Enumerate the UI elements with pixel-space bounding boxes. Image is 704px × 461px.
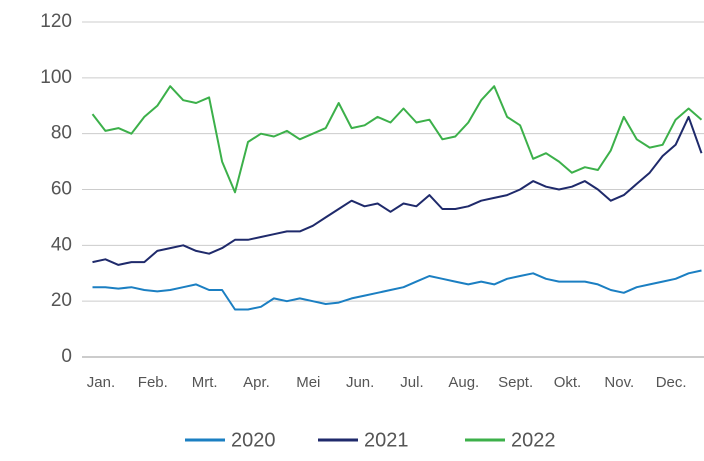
x-tick-label: Feb. bbox=[138, 374, 168, 391]
x-tick-label: Nov. bbox=[604, 374, 634, 391]
line-series bbox=[92, 269, 702, 311]
legend-label: 2022 bbox=[511, 429, 556, 451]
x-tick-label: Dec. bbox=[656, 374, 687, 391]
y-tick-label: 80 bbox=[51, 123, 72, 144]
y-tick-label: 60 bbox=[51, 179, 72, 200]
y-tick-label: 40 bbox=[51, 234, 72, 255]
x-tick-label: Apr. bbox=[243, 374, 270, 391]
x-tick-label: Mrt. bbox=[192, 374, 218, 391]
x-tick-label: Jul. bbox=[400, 374, 423, 391]
line-series bbox=[92, 115, 703, 266]
x-tick-label: Jan. bbox=[87, 374, 115, 391]
x-tick-label: Aug. bbox=[448, 374, 479, 391]
y-tick-label: 0 bbox=[61, 346, 72, 367]
line-series bbox=[91, 85, 703, 194]
legend-label: 2021 bbox=[364, 429, 409, 451]
y-tick-label: 20 bbox=[51, 290, 72, 311]
x-tick-label: Okt. bbox=[554, 374, 582, 391]
legend-label: 2020 bbox=[231, 429, 276, 451]
x-tick-label: Jun. bbox=[346, 374, 374, 391]
x-tick-label: Mei bbox=[296, 374, 320, 391]
x-tick-label: Sept. bbox=[498, 374, 533, 391]
y-tick-label: 120 bbox=[40, 11, 72, 32]
y-tick-label: 100 bbox=[40, 67, 72, 88]
